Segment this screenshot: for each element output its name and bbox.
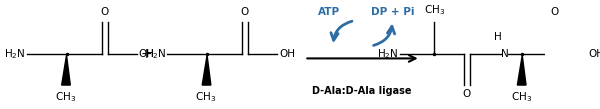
Text: O: O (551, 7, 559, 17)
Text: CH$_3$: CH$_3$ (55, 90, 76, 104)
Polygon shape (517, 55, 526, 85)
Text: H$_2$N: H$_2$N (4, 47, 26, 61)
Text: CH$_3$: CH$_3$ (196, 90, 217, 104)
Text: CH$_3$: CH$_3$ (511, 90, 532, 104)
Text: OH: OH (139, 49, 154, 59)
Polygon shape (62, 55, 70, 85)
Text: OH: OH (279, 49, 295, 59)
Text: OH: OH (589, 49, 600, 59)
Text: D-Ala:D-Ala ligase: D-Ala:D-Ala ligase (313, 86, 412, 96)
Text: ATP: ATP (317, 7, 340, 17)
Text: O: O (241, 7, 249, 17)
Polygon shape (202, 55, 211, 85)
Text: H$_2$N: H$_2$N (145, 47, 167, 61)
Text: O: O (100, 7, 109, 17)
Text: CH$_3$: CH$_3$ (424, 4, 445, 17)
Text: H$_2$N: H$_2$N (377, 47, 398, 61)
Text: +: + (141, 47, 152, 61)
Text: DP + Pi: DP + Pi (371, 7, 414, 17)
Text: N: N (501, 49, 509, 59)
Text: H: H (494, 32, 502, 42)
Text: O: O (463, 89, 470, 99)
